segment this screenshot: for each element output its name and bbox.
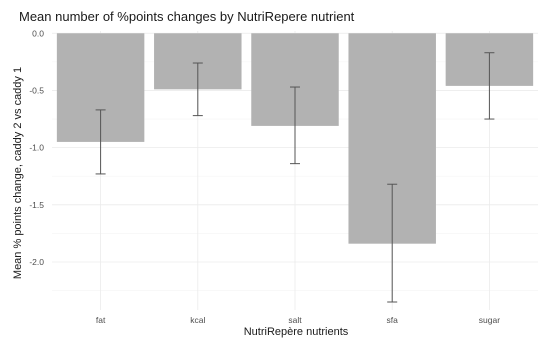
error-bar-kcal [192,62,203,117]
chart-title: Mean number of %points changes by NutriR… [19,9,355,24]
y-tick-label: -0.5 [29,85,44,95]
y-tick-label: -1.5 [29,200,44,210]
y-tick-label: 0.0 [32,28,44,38]
x-tick-label-sfa: sfa [387,315,399,325]
error-bar-salt [290,86,300,165]
x-axis-title: NutriRepère nutrients [244,326,349,338]
x-tick-label-sugar: sugar [479,315,500,325]
error-bar-fat [95,109,106,175]
x-axis-ticks: fat kcal salt sfa sugar [96,315,500,325]
error-bar-sfa [387,183,398,303]
x-tick-label-fat: fat [96,315,106,325]
y-axis-ticks: 0.0 -0.5 -1.0 -1.5 -2.0 [29,28,44,267]
error-bar-sugar [484,52,495,120]
y-tick-label: -1.0 [29,143,44,153]
x-tick-label-kcal: kcal [190,315,205,325]
x-tick-label-salt: salt [288,315,302,325]
error-bars [95,52,495,303]
y-tick-label: -2.0 [29,257,44,267]
y-axis-title: Mean % points change, caddy 2 vs caddy 1 [12,67,24,279]
